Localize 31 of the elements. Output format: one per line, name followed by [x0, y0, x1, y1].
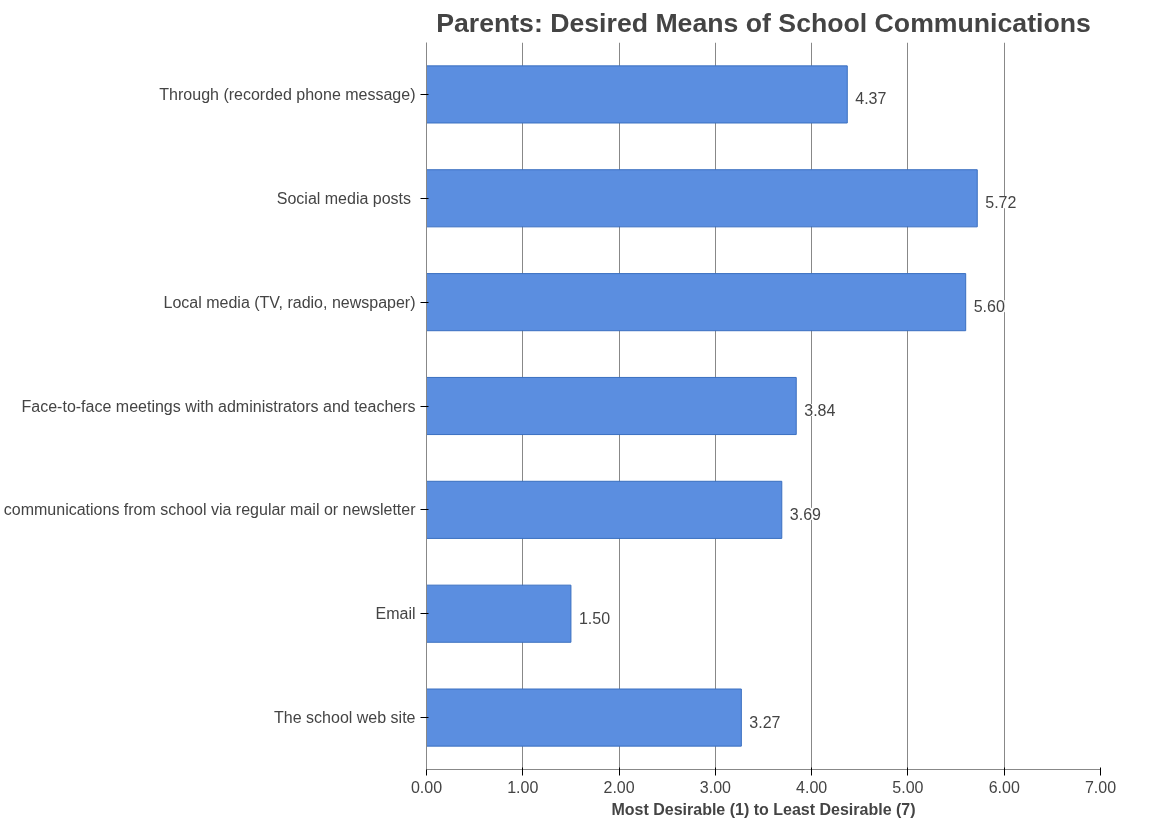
- chart-title: Parents: Desired Means of School Communications: [436, 7, 1091, 38]
- bar: [426, 65, 848, 124]
- y-tick-label: The school web site: [274, 709, 416, 727]
- data-label: 4.37: [855, 90, 887, 108]
- data-label: 5.72: [985, 194, 1017, 212]
- x-tick-label: 7.00: [1084, 778, 1117, 796]
- bar: [426, 376, 797, 436]
- y-tick-label: Face-to-face meetings with administrators and teachers: [21, 397, 416, 415]
- y-tick-label: Through (recorded phone message): [159, 85, 416, 103]
- bar: [426, 169, 978, 228]
- data-label: 3.27: [749, 713, 781, 731]
- bar: [426, 273, 967, 332]
- x-tick-label: 3.00: [699, 778, 732, 796]
- y-tick-label: Local media (TV, radio, newspaper): [163, 293, 416, 311]
- bar: [426, 584, 572, 643]
- y-tick-label: Social media posts: [276, 189, 412, 207]
- x-tick-label: 0.00: [410, 778, 443, 796]
- data-label: 5.60: [973, 298, 1005, 316]
- bar: [426, 688, 742, 747]
- x-axis-title: Most Desirable (1) to Least Desirable (7): [611, 800, 916, 818]
- x-tick-label: 1.00: [507, 778, 539, 796]
- data-label: 3.69: [789, 505, 822, 523]
- x-tick-label: 2.00: [603, 778, 635, 796]
- x-tick-label: 4.00: [796, 778, 828, 796]
- y-tick-label: Email: [375, 605, 416, 623]
- bar: [426, 480, 783, 539]
- data-label: 3.84: [804, 402, 836, 419]
- y-tick-label: communications from school via regular mail or newsletter: [3, 501, 417, 519]
- x-tick-label: 6.00: [988, 778, 1020, 796]
- x-tick-label: 5.00: [892, 778, 924, 796]
- data-label: 1.50: [578, 609, 611, 627]
